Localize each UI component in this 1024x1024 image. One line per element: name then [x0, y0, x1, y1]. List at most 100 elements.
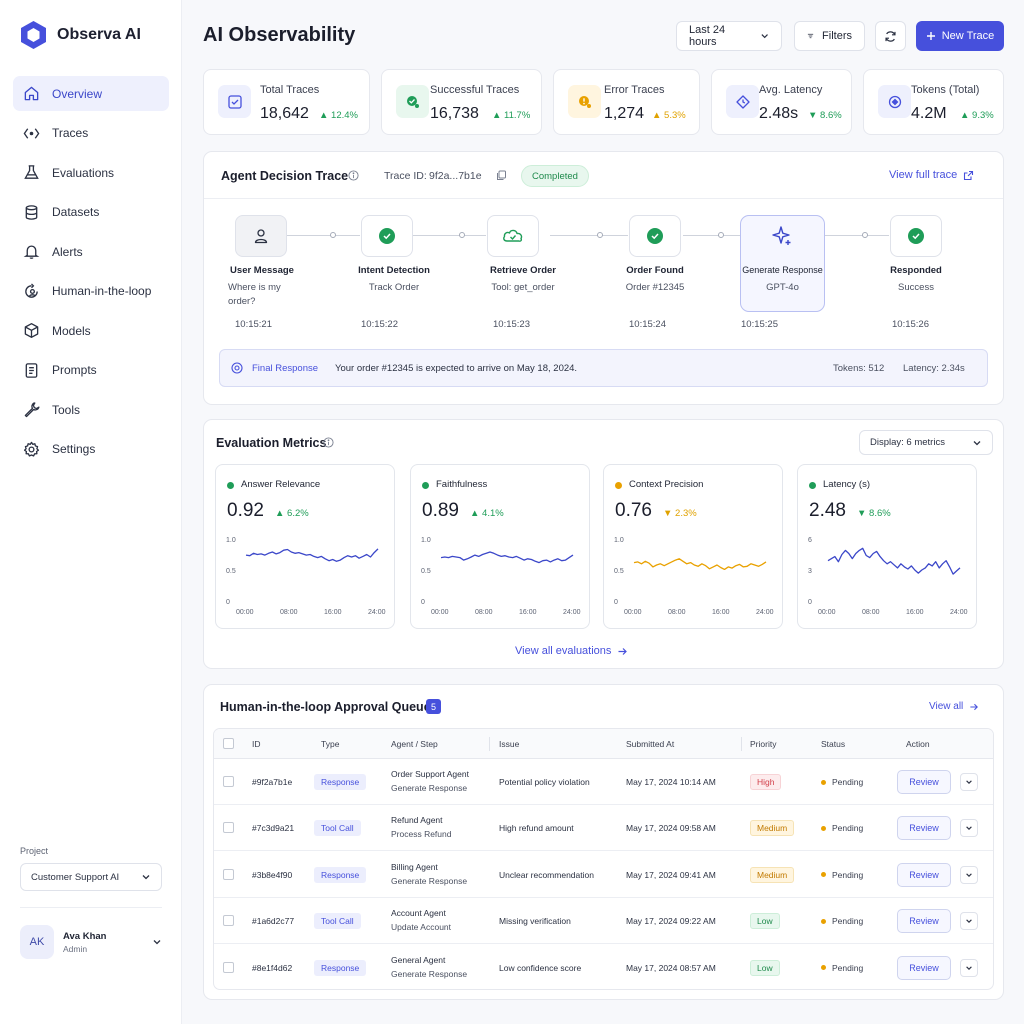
trace-step-title: Retrieve Order — [489, 265, 556, 276]
metric-name: Latency (s) — [823, 479, 870, 490]
display-metrics-select[interactable]: Display: 6 metrics — [859, 430, 993, 455]
info-icon[interactable] — [348, 170, 359, 181]
table-row[interactable]: #9f2a7b1e Response Order Support Agent Gene… — [214, 759, 993, 805]
view-full-trace-link[interactable]: View full trace — [889, 169, 974, 181]
metric-card[interactable]: Faithfulness 0.89 ▲ 4.1% 1.0 0.5 0 00:00 08:00 1… — [410, 464, 590, 629]
refresh-button[interactable] — [875, 21, 906, 51]
trace-step-sub: Where is my order? — [228, 282, 281, 307]
metric-card[interactable]: Answer Relevance 0.92 ▲ 6.2% 1.0 0.5 0 00:00 08… — [215, 464, 395, 629]
row-expand-button[interactable] — [960, 819, 978, 838]
filters-button[interactable]: Filters — [794, 21, 865, 51]
metric-series-line — [827, 547, 961, 575]
new-trace-button[interactable]: New Trace — [916, 21, 1004, 51]
sidebar-item-traces[interactable]: Traces — [13, 116, 169, 151]
sidebar-item-datasets[interactable]: Datasets — [13, 195, 169, 230]
sidebar-item-settings[interactable]: Settings — [13, 432, 169, 467]
type-tag: Tool Call — [314, 913, 361, 930]
kpi-delta: ▲ 9.3% — [960, 110, 994, 121]
user-menu[interactable]: AK Ava Khan Admin — [20, 924, 162, 960]
sidebar-item-overview[interactable]: Overview — [13, 76, 169, 111]
row-expand-button[interactable] — [960, 958, 978, 977]
x-tick-label: 00:00 — [431, 609, 449, 616]
table-row[interactable]: #3b8e4f90 Response Billing Agent Generate R… — [214, 852, 993, 898]
success-check-icon — [396, 85, 429, 118]
metric-card[interactable]: Latency (s) 2.48 ▼ 8.6% 6 3 0 00:00 08:00 16:00 2… — [797, 464, 977, 629]
trace-step-title: Intent Detection — [358, 265, 430, 276]
sidebar-item-tools[interactable]: Tools — [13, 392, 169, 427]
row-checkbox[interactable] — [223, 776, 234, 787]
row-id: #8e1f4d62 — [252, 962, 293, 973]
row-checkbox[interactable] — [223, 961, 234, 973]
column-header: Action — [906, 739, 930, 749]
trace-connector-dot — [862, 232, 868, 238]
kpi-card-tokens-total: Tokens (Total) 4.2M ▲ 9.3% — [863, 69, 1004, 135]
table-row[interactable]: #8e1f4d62 Response General Agent Generate R… — [214, 945, 993, 989]
status-badge: Pending — [821, 870, 863, 880]
review-button[interactable]: Review — [897, 770, 951, 794]
sidebar-item-alerts[interactable]: Alerts — [13, 234, 169, 269]
x-tick-label: 16:00 — [519, 609, 537, 616]
sidebar-item-label: Tools — [52, 402, 81, 417]
row-step: Process Refund — [391, 829, 452, 840]
trace-step-sub: Track Order — [368, 282, 420, 293]
sidebar-item-models[interactable]: Models — [13, 313, 169, 348]
y-tick-label: 0.5 — [226, 568, 236, 575]
trace-step-responded[interactable] — [890, 215, 942, 257]
column-header: Status — [821, 739, 846, 749]
row-step: Update Account — [391, 922, 452, 933]
row-expand-button[interactable] — [960, 865, 978, 884]
x-tick-label: 00:00 — [624, 609, 642, 616]
row-expand-button[interactable] — [960, 773, 978, 791]
sidebar-item-prompts[interactable]: Prompts — [13, 353, 169, 388]
trace-step-intent-detection[interactable] — [361, 215, 413, 257]
row-expand-button[interactable] — [960, 912, 978, 931]
review-button[interactable]: Review — [897, 816, 951, 841]
brand[interactable]: Observa AI — [20, 20, 141, 50]
status-badge: Pending — [821, 963, 863, 973]
status-badge: Pending — [821, 823, 863, 833]
review-button[interactable]: Review — [897, 909, 951, 934]
y-tick-label: 0 — [421, 599, 425, 606]
metric-series-line — [633, 558, 767, 571]
sidebar-item-human-in-the-loop[interactable]: Human-in-the-loop — [13, 274, 169, 309]
row-id: #1a6d2c77 — [252, 916, 295, 927]
column-header: Issue — [499, 739, 520, 749]
row-step: Generate Response — [391, 783, 468, 793]
status-badge: Completed — [521, 165, 589, 187]
x-tick-label: 16:00 — [712, 609, 730, 616]
trend-arrow-icon: ▲ — [470, 508, 480, 519]
row-agent: Refund Agent — [391, 815, 443, 826]
review-button[interactable]: Review — [897, 862, 951, 887]
approval-queue-table: ID Type Agent / Step Issue Submitted At … — [213, 728, 994, 990]
metric-card[interactable]: Context Precision 0.76 ▼ 2.3% 1.0 0.5 0 00:00 0… — [603, 464, 783, 629]
row-agent: Account Agent — [391, 908, 446, 919]
view-all-evaluations-link[interactable]: View all evaluations — [515, 645, 628, 657]
copy-icon[interactable] — [496, 170, 507, 181]
status-dot — [821, 918, 826, 924]
table-row[interactable]: #1a6d2c77 Tool Call Account Agent Update Ac… — [214, 898, 993, 945]
row-issue: Unclear recommendation — [499, 869, 594, 880]
filters-label: Filters — [822, 30, 852, 42]
info-icon[interactable] — [323, 437, 334, 448]
row-checkbox[interactable] — [223, 868, 234, 880]
trace-step-retrieve-order[interactable] — [487, 215, 539, 257]
time-range-select[interactable]: Last 24 hours — [676, 21, 782, 51]
view-all-queue-link[interactable]: View all — [929, 701, 979, 712]
project-select[interactable]: Customer Support AI — [20, 863, 162, 891]
row-checkbox[interactable] — [223, 822, 234, 834]
trace-step-user-message[interactable] — [235, 215, 287, 257]
kpi-delta: ▲ 12.4% — [319, 110, 358, 121]
sidebar: Observa AI Overview Traces Evaluations D… — [0, 0, 182, 1024]
metric-delta: ▲ 4.1% — [470, 508, 504, 519]
trace-step-generate-response[interactable] — [756, 215, 808, 257]
sidebar-item-evaluations[interactable]: Evaluations — [13, 155, 169, 190]
trace-step-order-found[interactable] — [629, 215, 681, 257]
user-icon — [254, 229, 268, 244]
select-all-checkbox[interactable] — [223, 738, 234, 749]
column-header: ID — [252, 739, 261, 749]
metric-sparkline-chart: 1.0 0.5 0 00:00 08:00 16:00 24:00 — [614, 537, 774, 616]
row-checkbox[interactable] — [223, 915, 234, 927]
review-button[interactable]: Review — [897, 955, 951, 980]
latency-icon — [726, 85, 759, 118]
table-row[interactable]: #7c3d9a21 Tool Call Refund Agent Process Re… — [214, 805, 993, 852]
